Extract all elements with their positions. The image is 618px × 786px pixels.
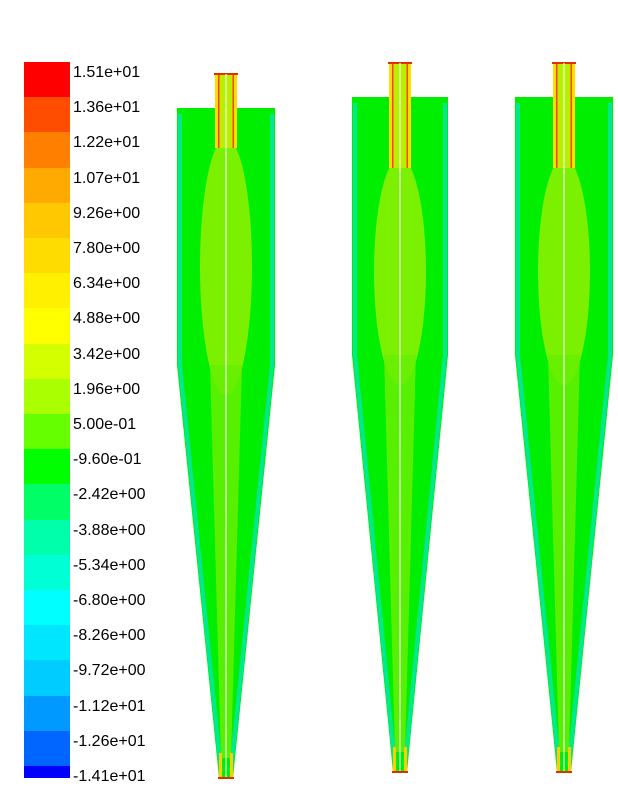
vortex-finder-wall-right	[408, 63, 411, 168]
colorbar-tick-label: 3.42e+00	[73, 345, 141, 363]
colorbar-swatch	[24, 343, 70, 380]
colorbar-swatch	[24, 625, 70, 661]
underflow-wall-left	[393, 747, 396, 772]
colorbar-tick-label: -1.26e+01	[73, 732, 146, 750]
vortex-finder-wall-left	[553, 63, 556, 168]
colorbar-tick-label: -1.41e+01	[73, 768, 146, 785]
colorbar-tick-label: 7.80e+00	[73, 240, 141, 257]
vortex-finder-wall-left	[389, 63, 392, 168]
colorbar-swatch	[24, 308, 70, 345]
underflow-outlet	[392, 771, 408, 773]
colorbar-swatch	[24, 238, 70, 274]
colorbar-tick-label: 6.34e+00	[73, 275, 141, 293]
colorbar-swatch	[24, 449, 70, 485]
colorbar-swatch	[24, 660, 70, 697]
colorbar-swatch	[24, 484, 70, 521]
colorbar-tick-label: 1.36e+01	[73, 99, 141, 117]
colorbar-tick-label: 5.00e-01	[73, 416, 137, 433]
colorbar-swatch	[24, 414, 70, 450]
vortex-finder-edge-right	[232, 74, 234, 148]
wall-band-right	[403, 103, 447, 767]
underflow-wall-left	[219, 753, 222, 778]
underflow-outlet	[218, 777, 234, 779]
colorbar-swatch	[24, 554, 70, 591]
colorbar-tick-label: 1.96e+00	[73, 380, 141, 398]
colorbar-tick-label: -8.26e+00	[73, 627, 146, 645]
colorbar-swatch	[24, 730, 70, 767]
wall-band-left	[516, 103, 561, 767]
underflow-wall-right	[404, 747, 407, 772]
colorbar-swatch	[24, 167, 70, 204]
colorbar-swatch	[24, 519, 70, 556]
colorbar-tick-label: -3.88e+00	[73, 521, 146, 539]
vortex-finder-wall-right	[572, 63, 575, 168]
underflow-wall-right	[230, 753, 233, 778]
underflow-wall-right	[568, 747, 571, 772]
vortex-finder-edge-right	[570, 63, 572, 168]
colorbar-swatch	[24, 590, 70, 626]
underflow-wall-left	[557, 747, 560, 772]
colorbar-tick-label: -9.60e-01	[73, 451, 142, 469]
colorbar-tick-label: -5.34e+00	[73, 556, 146, 574]
colorbar-tick-label: 9.26e+00	[73, 204, 141, 222]
wall-band-left	[178, 114, 223, 773]
colorbar-swatch	[24, 766, 70, 778]
colorbar-swatch	[24, 132, 70, 169]
vortex-finder-wall-left	[215, 74, 218, 148]
colorbar-tick-label: -9.72e+00	[73, 662, 146, 680]
wall-band-left	[353, 103, 397, 767]
colorbar-tick-label: 1.22e+01	[73, 134, 141, 152]
wall-band-right	[567, 103, 612, 767]
colorbar-swatch	[24, 378, 70, 415]
colorbar-swatch	[24, 97, 70, 133]
colorbar-tick-label: -6.80e+00	[73, 592, 146, 609]
vortex-finder-edge-right	[406, 63, 408, 168]
colorbar-swatch	[24, 202, 70, 239]
colorbar-tick-label: -1.12e+01	[73, 697, 146, 715]
colorbar-swatch	[24, 695, 70, 732]
vortex-finder-edge-left	[218, 74, 220, 148]
vortex-finder-wall-right	[234, 74, 237, 148]
colorbar-tick-label: -2.42e+00	[73, 486, 146, 504]
vortex-finder-edge-left	[392, 63, 394, 168]
underflow-outlet	[556, 771, 572, 773]
vortex-finder-edge-left	[556, 63, 558, 168]
colorbar-tick-label: 1.51e+01	[73, 64, 141, 81]
colorbar-swatch	[24, 273, 70, 309]
colorbar-swatch	[24, 62, 70, 98]
colorbar-tick-label: 1.07e+01	[73, 169, 141, 187]
colorbar-tick-label: 4.88e+00	[73, 310, 141, 328]
wall-band-right	[229, 114, 274, 773]
